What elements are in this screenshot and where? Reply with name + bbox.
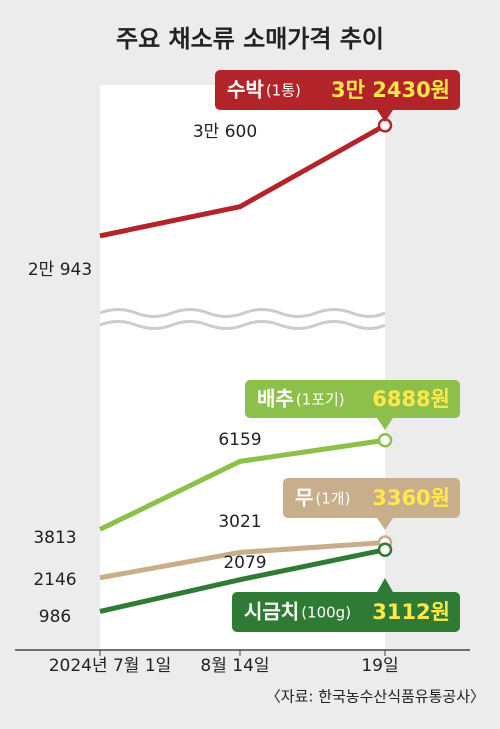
line [99,540,386,581]
end-value-label: 6888원 [372,387,450,411]
value-label: 3813 [33,528,76,548]
end-value-label: 3360원 [372,486,450,510]
callout-box [283,478,460,518]
callout-box [232,592,460,632]
series-name: 배추 [257,387,294,411]
callout-pointer [377,578,393,592]
chart-title: 주요 채소류 소매가격 추이 [116,25,384,53]
callout-box [215,70,460,110]
end-marker [377,542,393,558]
x-tick-label: 19일 [361,656,398,676]
series-name: 무 [295,486,313,510]
series-unit: (1포기) [296,391,345,409]
end-value-label: 3112원 [372,600,450,624]
series-name: 수박 [227,78,264,102]
plot-area [100,85,385,650]
axis-break [99,308,386,330]
series-unit: (100g) [301,604,351,622]
series-name: 시금치 [244,600,299,624]
series-unit: (1통) [266,82,301,100]
value-label: 3만 600 [193,122,257,142]
line [99,123,387,239]
callout-pointer [377,518,393,530]
series-unit: (1개) [315,490,350,508]
value-label: 6159 [218,430,261,450]
value-label: 3021 [218,512,261,532]
x-tick-label: 8월 14일 [200,656,269,676]
value-label: 986 [39,607,71,627]
callout-pointer [377,418,393,430]
callout-box [245,380,460,418]
x-tick-label: 2024년 7월 1일 [49,656,172,676]
value-label: 2146 [33,570,76,590]
callout-pointer [377,110,393,122]
source: 〈자료: 한국농수산식품유통공사〉 [266,688,485,706]
end-value-label: 3만 2430원 [331,78,450,102]
line [99,547,386,614]
line [98,437,386,532]
end-marker [377,432,393,448]
value-label: 2만 943 [28,260,92,280]
value-label: 2079 [223,553,266,573]
